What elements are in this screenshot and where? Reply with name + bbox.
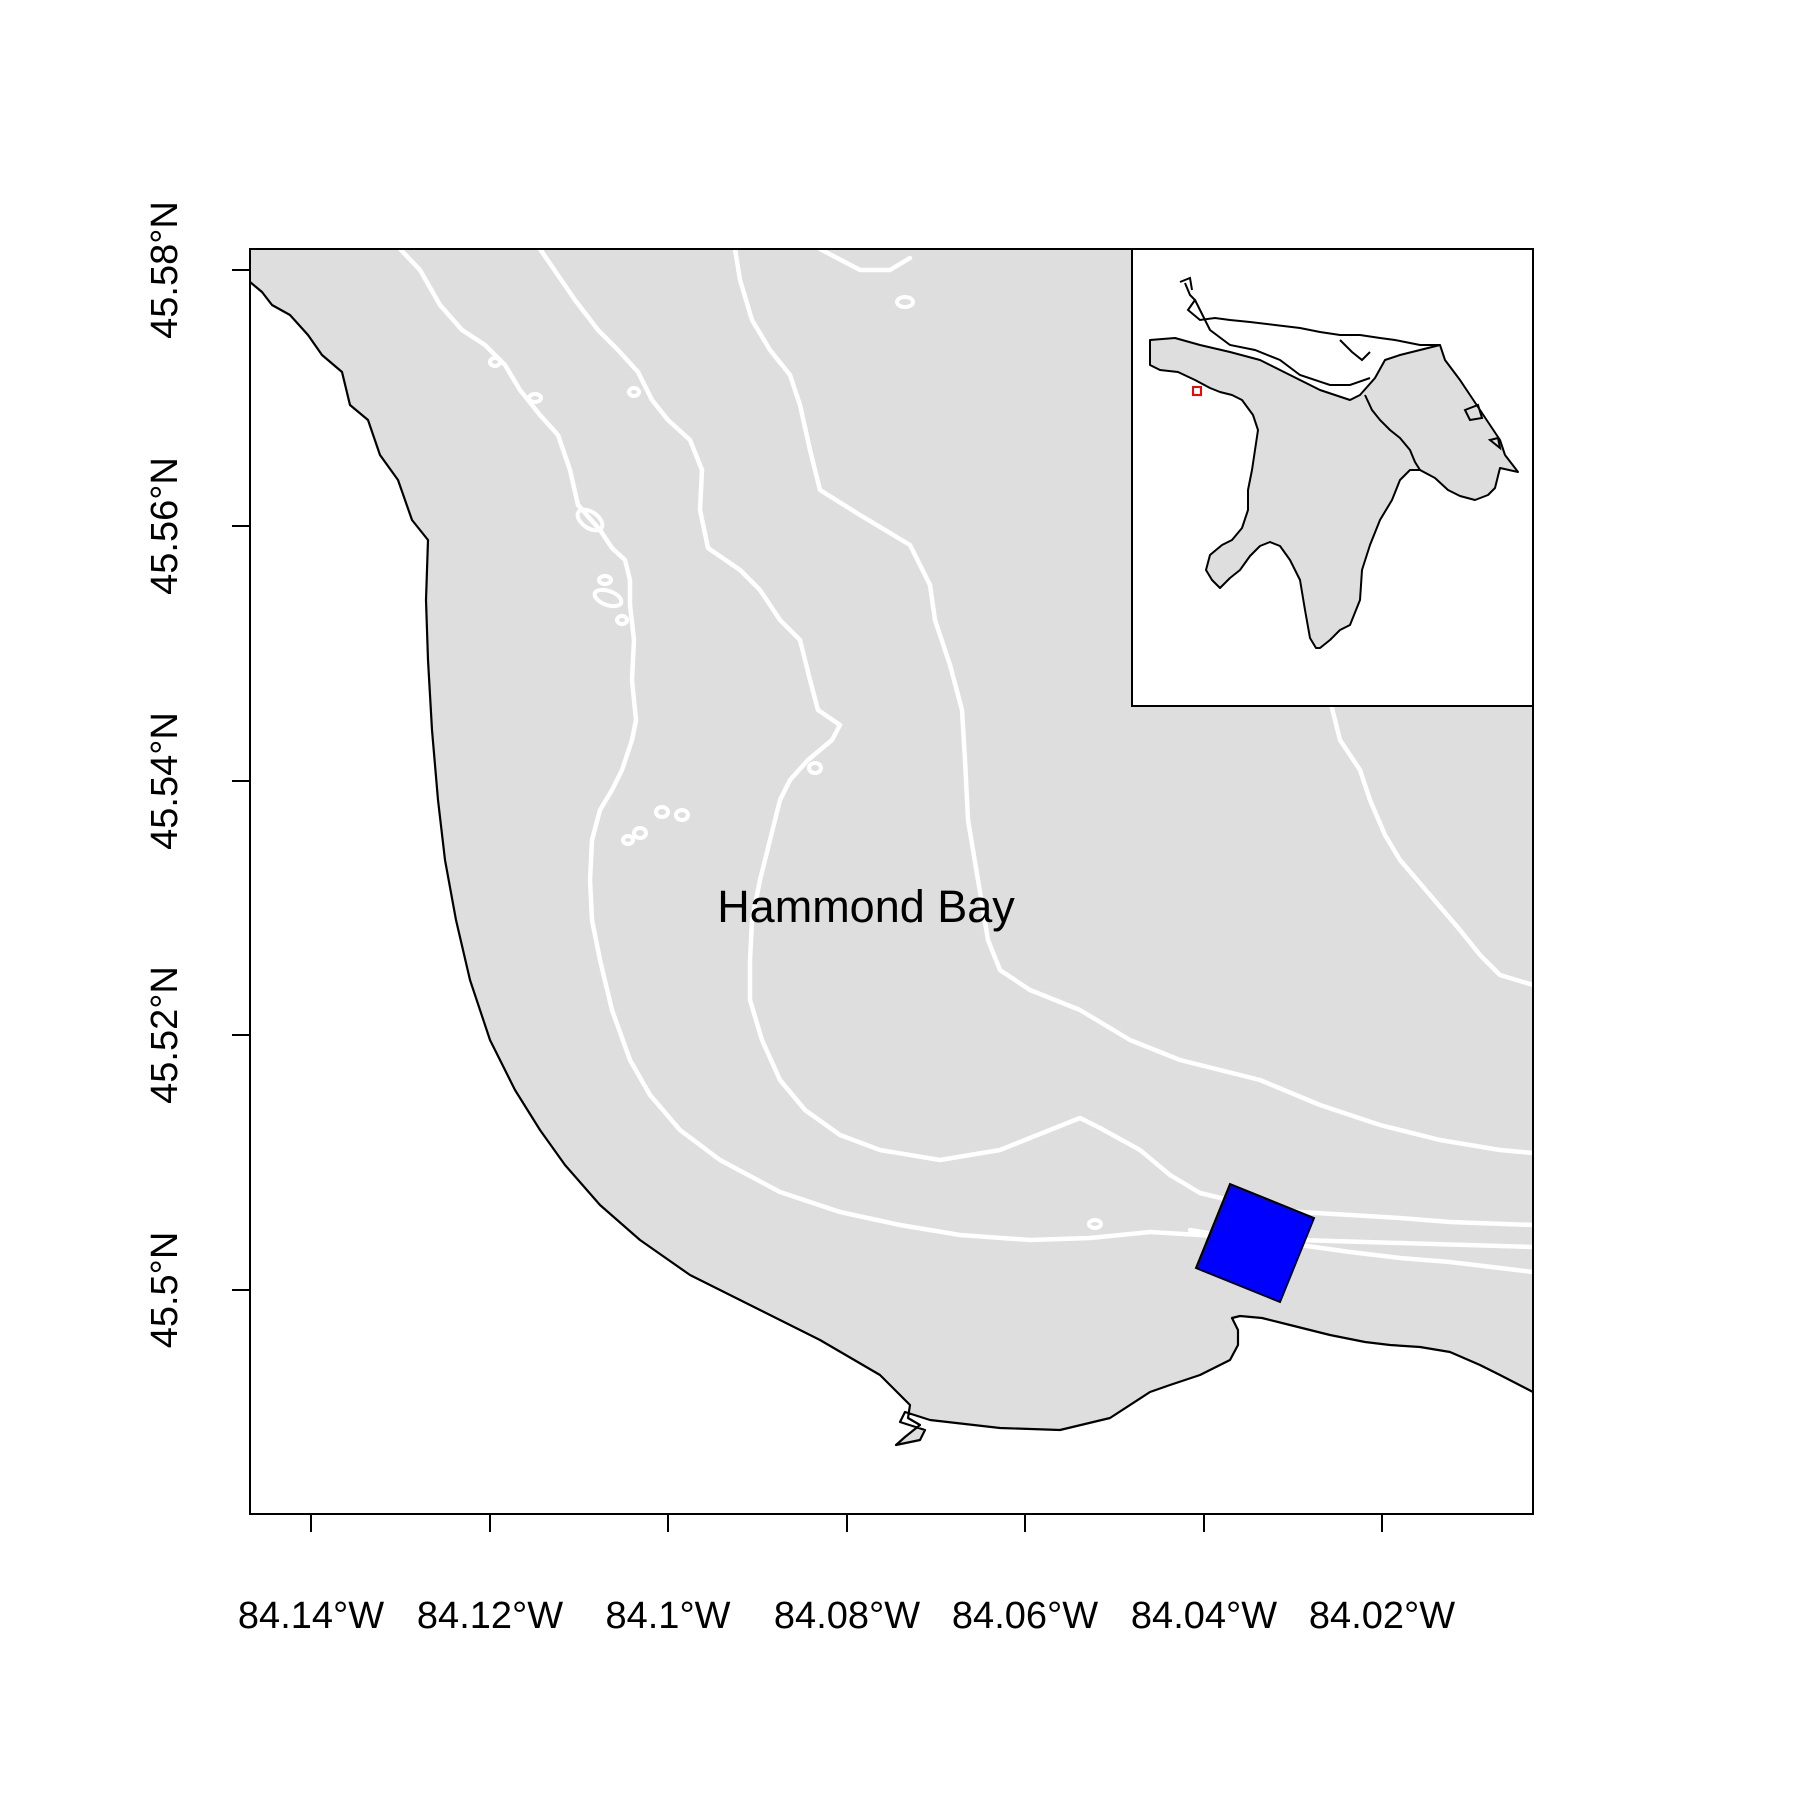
- inset-map: [1131, 248, 1534, 707]
- study-site-square[interactable]: [1194, 1182, 1316, 1304]
- x-tick-label: 84.04°W: [1131, 1595, 1277, 1637]
- y-tick-label: 45.54°N: [144, 712, 186, 850]
- shoreline: [250, 281, 1533, 1447]
- depth-contour-deep: [732, 249, 1533, 1156]
- x-tick-label: 84.08°W: [774, 1595, 920, 1637]
- shoal-outlines: [488, 295, 1103, 1230]
- x-tick-label: 84.06°W: [952, 1595, 1098, 1637]
- lake-huron-outline-icon: [1149, 276, 1519, 649]
- inset-site-marker: [1192, 386, 1202, 396]
- x-tick-label: 84.02°W: [1309, 1595, 1455, 1637]
- y-tick-label: 45.5°N: [144, 1232, 186, 1349]
- x-tick-label: 84.14°W: [238, 1595, 384, 1637]
- y-tick-label: 45.58°N: [144, 201, 186, 339]
- map-frame: [249, 248, 1534, 1515]
- y-axis: 45.5°N 45.52°N 45.54°N 45.56°N 45.58°N: [144, 201, 250, 1348]
- depth-contour-far-east: [1327, 697, 1533, 988]
- x-tick-label: 84.12°W: [417, 1595, 563, 1637]
- west-shore-land: [250, 249, 1533, 1514]
- place-label: Hammond Bay: [717, 881, 1015, 932]
- depth-contour-top: [817, 249, 913, 273]
- x-tick-label: 84.1°W: [605, 1595, 730, 1637]
- depth-contour-mid: [537, 249, 1533, 1228]
- y-tick-label: 45.52°N: [144, 966, 186, 1104]
- depth-contour-shallow: [397, 249, 1533, 1275]
- y-tick-label: 45.56°N: [144, 457, 186, 595]
- x-axis: 84.14°W 84.12°W 84.1°W 84.08°W 84.06°W 8…: [238, 1514, 1455, 1637]
